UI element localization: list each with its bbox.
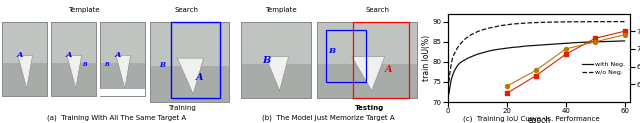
Text: A: A (17, 51, 23, 59)
Point (561, 48, 571, 50)
Text: Search: Search (175, 7, 199, 13)
Text: (b)  The Model Just Memorize Target A: (b) The Model Just Memorize Target A (262, 114, 394, 121)
FancyBboxPatch shape (100, 63, 145, 96)
FancyBboxPatch shape (51, 22, 96, 63)
FancyBboxPatch shape (150, 22, 229, 66)
FancyBboxPatch shape (3, 63, 47, 96)
FancyBboxPatch shape (150, 66, 229, 102)
FancyBboxPatch shape (241, 64, 311, 98)
Bar (100, 22, 145, 96)
Y-axis label: train IoU(%): train IoU(%) (422, 35, 431, 81)
Point (620, 30, 630, 32)
FancyBboxPatch shape (317, 64, 417, 98)
Bar (3, 22, 47, 96)
Point (590, 41, 600, 43)
Polygon shape (266, 56, 289, 91)
Legend: with Neg., w/o Neg.: with Neg., w/o Neg. (579, 60, 627, 77)
Polygon shape (18, 55, 33, 89)
Text: Training: Training (168, 105, 196, 111)
FancyBboxPatch shape (3, 22, 47, 63)
Bar (353, 22, 409, 98)
Point (502, 85, 512, 87)
Point (531, 75, 541, 77)
Point (531, 69, 541, 71)
Text: B: B (262, 56, 271, 65)
Bar (326, 30, 365, 82)
Bar (150, 22, 229, 102)
Polygon shape (177, 58, 204, 94)
Point (620, 34, 630, 36)
Point (502, 92, 512, 94)
Bar (100, 89, 145, 96)
Text: A: A (385, 65, 392, 74)
Text: A: A (115, 51, 121, 59)
Text: A: A (66, 51, 72, 59)
Polygon shape (67, 55, 81, 89)
Point (590, 37, 600, 39)
Text: B: B (159, 61, 165, 69)
Text: Testing: Testing (355, 105, 384, 111)
Point (561, 53, 571, 55)
FancyBboxPatch shape (100, 22, 145, 63)
Text: Search: Search (365, 7, 389, 13)
Bar (317, 22, 417, 98)
Text: (c)  Training IoU Curve vs. Performance: (c) Training IoU Curve vs. Performance (463, 115, 600, 122)
Text: B: B (104, 62, 109, 67)
Text: Template: Template (68, 7, 100, 13)
Text: B: B (82, 62, 86, 67)
Bar (51, 22, 96, 96)
Polygon shape (116, 55, 131, 89)
Text: A: A (196, 73, 204, 82)
X-axis label: epoch: epoch (527, 116, 551, 123)
Bar (170, 22, 220, 98)
Text: Template: Template (265, 7, 296, 13)
FancyBboxPatch shape (51, 63, 96, 96)
Bar (241, 22, 311, 98)
FancyBboxPatch shape (317, 22, 417, 64)
Polygon shape (352, 56, 385, 91)
Text: (a)  Training With All The Same Target A: (a) Training With All The Same Target A (47, 114, 186, 121)
Text: B: B (328, 47, 335, 55)
FancyBboxPatch shape (241, 22, 311, 64)
